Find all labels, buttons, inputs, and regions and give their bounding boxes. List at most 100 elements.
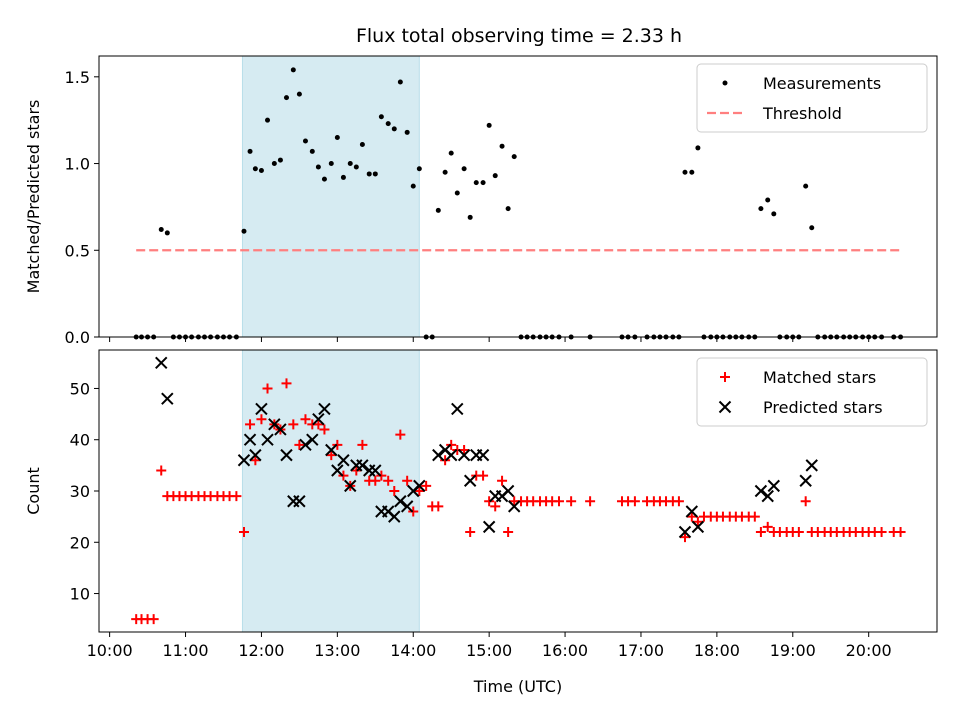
data-point bbox=[261, 433, 274, 446]
legend-marker-swatch bbox=[720, 372, 730, 382]
data-point bbox=[265, 117, 271, 123]
data-point bbox=[359, 141, 365, 147]
x-tick-label: 16:00 bbox=[542, 641, 588, 660]
data-point bbox=[809, 225, 815, 231]
series-predicted-stars bbox=[155, 356, 818, 539]
data-point bbox=[497, 475, 508, 486]
data-point bbox=[277, 157, 283, 163]
data-point bbox=[290, 67, 296, 73]
data-point bbox=[511, 154, 517, 160]
data-point bbox=[400, 500, 414, 513]
data-point bbox=[408, 506, 419, 517]
data-point bbox=[503, 527, 514, 538]
data-point bbox=[771, 211, 777, 217]
data-point bbox=[433, 501, 444, 512]
data-point bbox=[296, 91, 302, 97]
data-point bbox=[274, 423, 287, 436]
data-point bbox=[673, 496, 684, 507]
data-point bbox=[421, 480, 432, 491]
data-point bbox=[280, 448, 293, 462]
data-point bbox=[799, 474, 812, 487]
data-point bbox=[440, 455, 451, 466]
data-point bbox=[241, 228, 247, 234]
data-point bbox=[754, 484, 768, 498]
data-point bbox=[366, 171, 372, 177]
data-point bbox=[416, 166, 422, 172]
data-point bbox=[321, 176, 327, 182]
y-tick-label: 0.5 bbox=[65, 241, 90, 260]
bottom-legend: Matched stars Predicted stars bbox=[696, 357, 928, 427]
data-point bbox=[404, 129, 410, 135]
data-point bbox=[461, 166, 467, 172]
top-panel-frame bbox=[98, 55, 938, 338]
data-point bbox=[490, 501, 501, 512]
data-point bbox=[300, 414, 311, 425]
data-point bbox=[347, 161, 353, 167]
top-legend: Measurements Threshold bbox=[696, 63, 928, 133]
x-tick-label: 14:00 bbox=[390, 641, 436, 660]
data-point bbox=[385, 121, 391, 127]
data-point bbox=[238, 527, 249, 538]
data-point bbox=[231, 491, 242, 502]
data-point bbox=[402, 475, 413, 486]
data-point bbox=[294, 439, 305, 450]
data-point bbox=[394, 495, 407, 508]
data-point bbox=[435, 207, 441, 213]
y-tick-label: 1.5 bbox=[65, 68, 90, 87]
data-point bbox=[164, 230, 170, 236]
data-point bbox=[370, 475, 381, 486]
data-point bbox=[255, 402, 268, 416]
y-tick-label: 10 bbox=[70, 585, 90, 604]
top-y-axis-label: Matched/Predicted stars bbox=[24, 100, 43, 294]
data-point bbox=[505, 206, 511, 212]
data-point bbox=[252, 166, 258, 172]
data-point bbox=[299, 438, 312, 452]
data-point bbox=[695, 145, 701, 151]
data-point bbox=[413, 479, 426, 493]
y-tick-label: 0.0 bbox=[65, 328, 90, 347]
data-point bbox=[629, 496, 640, 507]
data-point bbox=[682, 169, 688, 175]
legend-marker-swatch bbox=[718, 400, 732, 414]
data-point bbox=[484, 496, 495, 507]
data-point bbox=[338, 470, 349, 481]
data-point bbox=[332, 439, 343, 450]
data-point bbox=[457, 448, 471, 462]
data-point bbox=[161, 392, 174, 405]
data-point bbox=[553, 496, 564, 507]
data-point bbox=[793, 527, 804, 538]
legend-label: Threshold bbox=[762, 104, 842, 123]
data-point bbox=[876, 527, 887, 538]
legend-box bbox=[696, 357, 928, 427]
data-point bbox=[432, 448, 445, 462]
data-point bbox=[353, 164, 359, 170]
data-point bbox=[762, 521, 773, 532]
data-point bbox=[689, 169, 695, 175]
data-point bbox=[454, 190, 460, 196]
data-point bbox=[313, 419, 324, 430]
data-point bbox=[414, 486, 425, 496]
x-axis-label: Time (UTC) bbox=[473, 677, 562, 696]
data-point bbox=[765, 197, 771, 203]
data-point bbox=[369, 464, 382, 477]
legend-box bbox=[696, 63, 928, 133]
data-point bbox=[337, 454, 350, 467]
data-point bbox=[243, 433, 257, 446]
legend-label: Matched stars bbox=[763, 368, 876, 387]
data-point bbox=[376, 470, 387, 481]
data-point bbox=[271, 161, 277, 167]
data-point bbox=[283, 95, 289, 101]
bottom-y-axis-label: Count bbox=[24, 467, 43, 515]
data-point bbox=[356, 459, 369, 472]
top-panel: 0.0 0.5 1.0 1.5 Matched/Predicted stars Mea… bbox=[24, 55, 938, 347]
data-point bbox=[482, 520, 496, 534]
data-point bbox=[395, 429, 406, 440]
y-tick-label: 40 bbox=[70, 431, 90, 450]
data-point bbox=[755, 527, 766, 538]
chart-title: Flux total observing time = 2.33 h bbox=[356, 25, 682, 47]
data-point bbox=[444, 448, 458, 462]
data-point bbox=[309, 148, 315, 154]
data-point bbox=[459, 444, 470, 455]
data-point bbox=[302, 138, 308, 144]
data-point bbox=[249, 448, 262, 462]
